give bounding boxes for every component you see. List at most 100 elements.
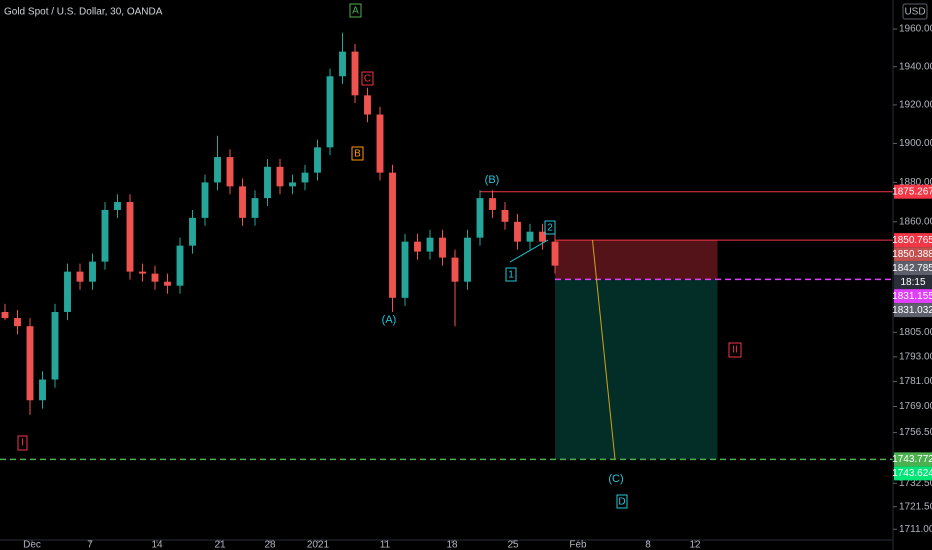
y-tick-label: 1721.500	[899, 501, 932, 512]
candle-body	[251, 198, 259, 218]
candle-body	[201, 182, 209, 218]
currency[interactable]: USD	[904, 7, 925, 18]
label-box	[505, 267, 517, 282]
candle-body	[376, 114, 384, 173]
x-tick-label: Feb	[569, 540, 587, 550]
candle-body	[389, 172, 396, 298]
y-tick-label: 1805.000	[899, 327, 932, 338]
wave-label: I	[21, 438, 24, 449]
candle-body	[476, 198, 484, 238]
y-tick-label: 1732.500	[899, 478, 932, 489]
wave-label: 2	[547, 223, 553, 234]
candle-body	[314, 147, 321, 173]
candle-body	[301, 172, 309, 183]
price-label-box	[894, 247, 932, 262]
label-box	[361, 71, 374, 86]
wave-label: (A)	[382, 314, 397, 326]
currency-box[interactable]	[902, 3, 928, 20]
y-tick-label: 1920.000	[899, 100, 932, 111]
label-box	[349, 3, 362, 18]
x-tick-label: 7	[87, 540, 93, 550]
candle-body	[89, 261, 96, 282]
price-label: 1850.388	[892, 249, 932, 260]
wave-label: (C)	[608, 473, 623, 485]
price-label: 1842.785	[892, 263, 932, 274]
y-tick-label: 1860.000	[899, 216, 932, 227]
x-tick-label: 8	[645, 540, 651, 550]
candle-body	[14, 318, 21, 327]
candle-body	[51, 311, 59, 380]
price-label: 1743.772	[892, 454, 932, 465]
trend-line	[509, 239, 549, 263]
candle-body	[126, 202, 134, 272]
candle-body	[351, 51, 359, 96]
candle-body	[289, 182, 296, 187]
x-tick-label: 2021	[307, 540, 330, 550]
candle-body	[526, 231, 534, 242]
candle-body	[114, 202, 121, 210]
price-label: 1875.267	[892, 186, 932, 197]
candle-body	[364, 95, 371, 115]
y-tick-label: 1960.000	[899, 24, 932, 35]
wave-label: II	[732, 345, 738, 356]
x-tick-label: 14	[151, 540, 163, 550]
candle-body	[176, 245, 184, 286]
candle-body	[401, 241, 409, 298]
price-label-box	[894, 275, 932, 290]
y-tick-label: 1940.000	[899, 61, 932, 72]
price-label-box	[894, 261, 932, 276]
price-label: 1743.624	[892, 468, 932, 479]
candle-body	[189, 217, 196, 246]
stop-zone	[555, 240, 718, 280]
y-tick-label: 1756.500	[899, 427, 932, 438]
x-tick-label: 11	[380, 540, 391, 550]
x-tick-label: 28	[264, 540, 276, 550]
y-tick-label: 1769.000	[899, 401, 932, 412]
y-tick-label: 1711.000	[899, 524, 932, 535]
candle-body	[64, 271, 71, 312]
y-tick-label: 1793.000	[899, 352, 932, 363]
y-tick-label: 1880.000	[899, 177, 932, 188]
candle-body	[226, 157, 234, 187]
candle-body	[551, 241, 559, 266]
candle-body	[76, 271, 84, 282]
wave-label: D	[618, 497, 625, 508]
price-label-box	[894, 466, 932, 481]
candle-body	[326, 76, 334, 148]
candle-body	[439, 237, 446, 258]
wave-label: C	[364, 74, 371, 85]
candle-body	[514, 221, 521, 242]
candle-body	[1, 311, 9, 319]
candle-body	[464, 237, 471, 282]
x-tick-label: 12	[689, 540, 701, 550]
x-tick-label: 21	[214, 540, 226, 550]
candle-body	[339, 51, 346, 77]
price-label: 18:15	[900, 277, 925, 288]
label-box	[17, 435, 28, 451]
wave-label: (B)	[485, 174, 500, 186]
y-tick-label: 1781.000	[899, 376, 932, 387]
price-label-box	[894, 184, 932, 199]
y-tick-label: 1900.000	[899, 138, 932, 149]
price-label-box	[894, 303, 932, 318]
label-box	[351, 146, 364, 161]
candle-body	[139, 271, 146, 274]
candle-body	[489, 198, 496, 210]
candle-body	[414, 241, 421, 252]
price-label: 1850.765	[892, 235, 932, 246]
wave-label: 1	[508, 270, 514, 281]
label-box	[728, 342, 742, 358]
label-box	[544, 220, 556, 235]
x-tick-label: 25	[507, 540, 519, 550]
candle-body	[501, 209, 509, 222]
price-label: 1831.155	[892, 291, 932, 302]
wave-label: B	[354, 149, 361, 160]
price-label-box	[894, 289, 932, 304]
candle-body	[101, 209, 109, 262]
candle-body	[539, 231, 546, 242]
candle-body	[39, 379, 46, 401]
candle-body	[451, 257, 459, 282]
candle-body	[26, 326, 34, 401]
candle-body	[426, 237, 434, 252]
